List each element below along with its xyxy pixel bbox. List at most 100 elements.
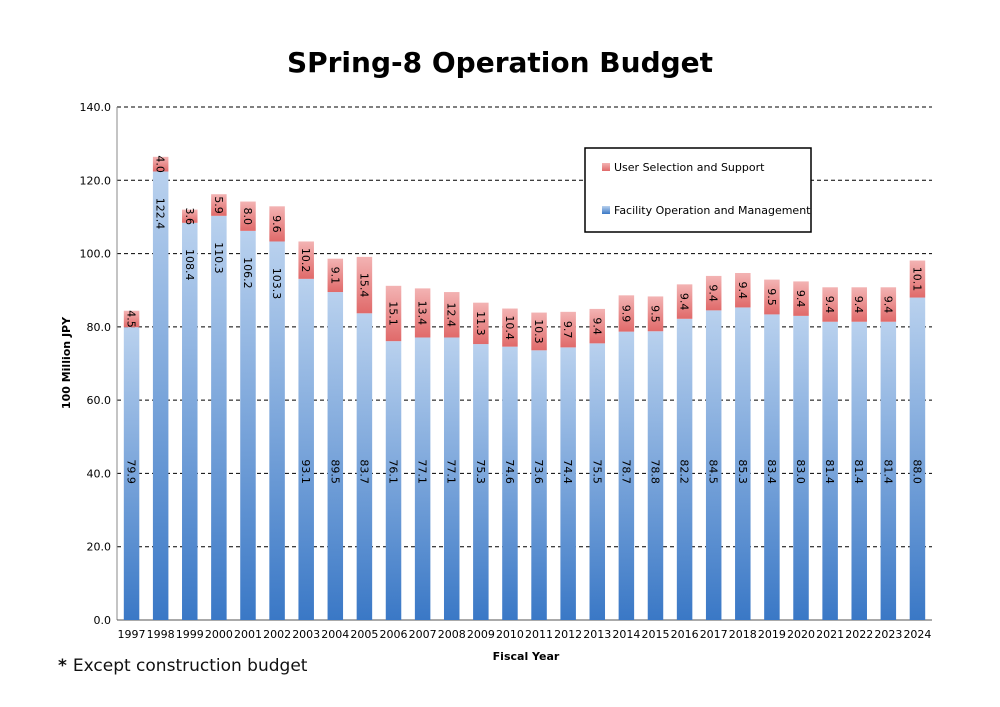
bar-user-selection xyxy=(618,295,635,332)
data-label-user-selection: 12.4 xyxy=(445,303,458,328)
bar-user-selection xyxy=(502,308,518,347)
data-label-facility-operation: 77.1 xyxy=(445,459,458,484)
bar-facility-operation xyxy=(531,350,547,620)
data-label-facility-operation: 78.8 xyxy=(648,459,661,484)
data-label-user-selection: 9.4 xyxy=(881,296,894,314)
x-tick-label: 2020 xyxy=(787,628,815,641)
bar-facility-operation xyxy=(647,331,664,620)
data-label-facility-operation: 81.4 xyxy=(823,459,836,484)
data-label-facility-operation: 108.4 xyxy=(183,249,196,281)
data-label-facility-operation: 89.5 xyxy=(328,459,341,484)
bar-user-selection xyxy=(443,292,460,338)
x-tick-label: 2009 xyxy=(467,628,495,641)
data-label-facility-operation: 81.4 xyxy=(852,459,865,484)
bar-user-selection xyxy=(880,287,897,322)
data-label-user-selection: 9.4 xyxy=(590,317,603,335)
bar-user-selection xyxy=(327,258,344,293)
x-tick-label: 2010 xyxy=(496,628,524,641)
bar-user-selection xyxy=(298,241,314,279)
y-tick-label: 20.0 xyxy=(87,541,112,554)
footnote-text: Except construction budget xyxy=(72,656,308,676)
data-label-facility-operation: 81.4 xyxy=(881,459,894,484)
data-label-user-selection: 10.4 xyxy=(503,315,516,340)
legend-box xyxy=(584,147,812,233)
y-tick-label: 120.0 xyxy=(80,174,112,187)
data-label-facility-operation: 74.4 xyxy=(561,459,574,484)
x-tick-label: 2011 xyxy=(525,628,553,641)
data-label-facility-operation: 84.5 xyxy=(707,459,720,484)
bar-facility-operation xyxy=(298,278,314,620)
data-label-user-selection: 9.6 xyxy=(270,215,283,233)
bar-facility-operation xyxy=(473,344,489,620)
bar-user-selection xyxy=(356,256,373,314)
bar-user-selection xyxy=(764,279,780,315)
bar-user-selection xyxy=(647,296,664,332)
x-tick-label: 2012 xyxy=(554,628,582,641)
data-label-user-selection: 8.0 xyxy=(241,207,254,225)
bar-user-selection xyxy=(269,206,285,242)
data-label-user-selection: 9.9 xyxy=(619,305,632,323)
bar-user-selection xyxy=(851,287,867,322)
data-label-facility-operation: 79.9 xyxy=(125,459,138,484)
y-tick-label: 40.0 xyxy=(87,467,112,480)
bar-facility-operation xyxy=(793,315,809,620)
bar-user-selection xyxy=(793,281,809,316)
legend-swatch-user-selection xyxy=(602,163,610,171)
bar-user-selection xyxy=(414,288,431,338)
bar-facility-operation xyxy=(676,318,693,620)
bar-user-selection xyxy=(676,284,693,319)
y-tick-label: 0.0 xyxy=(94,614,112,627)
x-tick-label: 2019 xyxy=(758,628,786,641)
data-label-user-selection: 9.4 xyxy=(736,281,749,299)
x-tick-label: 2015 xyxy=(641,628,669,641)
data-label-user-selection: 3.6 xyxy=(183,207,196,225)
legend-label-facility-operation: Facility Operation and Management xyxy=(614,204,811,217)
data-label-facility-operation: 75.3 xyxy=(474,459,487,484)
x-tick-label: 2003 xyxy=(292,628,320,641)
bar-user-selection xyxy=(240,201,256,231)
bar-facility-operation xyxy=(851,321,867,620)
data-label-user-selection: 4.0 xyxy=(154,155,167,173)
x-tick-label: 1999 xyxy=(176,628,204,641)
bar-user-selection xyxy=(531,312,547,351)
bar-user-selection xyxy=(152,156,169,172)
y-axis-label: 100 Million JPY xyxy=(60,316,73,409)
x-tick-label: 2023 xyxy=(874,628,902,641)
data-label-user-selection: 9.5 xyxy=(765,288,778,306)
data-label-facility-operation: 82.2 xyxy=(678,459,691,484)
x-tick-label: 2002 xyxy=(263,628,291,641)
bars xyxy=(123,156,926,621)
data-label-user-selection: 10.3 xyxy=(532,319,545,344)
data-label-facility-operation: 106.2 xyxy=(241,257,254,289)
data-labels: 79.9 4.5 122.4 4.0 108.4 3.6 110.3 5.9 106.2 8.0 1… xyxy=(125,155,924,483)
bar-user-selection xyxy=(385,285,402,342)
bar-user-selection xyxy=(909,260,926,298)
data-label-user-selection: 9.7 xyxy=(561,321,574,339)
x-tick-label: 2018 xyxy=(729,628,757,641)
x-tick-label: 2017 xyxy=(700,628,728,641)
data-label-facility-operation: 83.0 xyxy=(794,459,807,484)
data-label-user-selection: 9.4 xyxy=(707,284,720,302)
legend: User Selection and Support Facility Oper… xyxy=(584,147,812,233)
data-label-user-selection: 11.3 xyxy=(474,311,487,336)
data-label-facility-operation: 76.1 xyxy=(387,459,400,484)
bar-user-selection xyxy=(735,272,751,308)
data-label-user-selection: 15.1 xyxy=(387,301,400,326)
data-label-facility-operation: 74.6 xyxy=(503,459,516,484)
bar-facility-operation xyxy=(880,321,897,620)
data-label-facility-operation: 85.3 xyxy=(736,459,749,484)
bar-user-selection xyxy=(182,209,198,223)
bar-facility-operation xyxy=(240,230,256,621)
data-label-user-selection: 4.5 xyxy=(125,310,138,328)
footnote-star: * xyxy=(58,656,67,676)
x-tick-label: 2004 xyxy=(321,628,349,641)
data-label-facility-operation: 103.3 xyxy=(270,268,283,300)
bar-user-selection xyxy=(123,310,140,328)
data-label-facility-operation: 75.5 xyxy=(590,459,603,484)
data-label-facility-operation: 73.6 xyxy=(532,459,545,484)
y-tick-label: 100.0 xyxy=(80,248,112,261)
x-tick-label: 1998 xyxy=(147,628,175,641)
x-tick-label: 2001 xyxy=(234,628,262,641)
bar-user-selection xyxy=(589,308,606,344)
